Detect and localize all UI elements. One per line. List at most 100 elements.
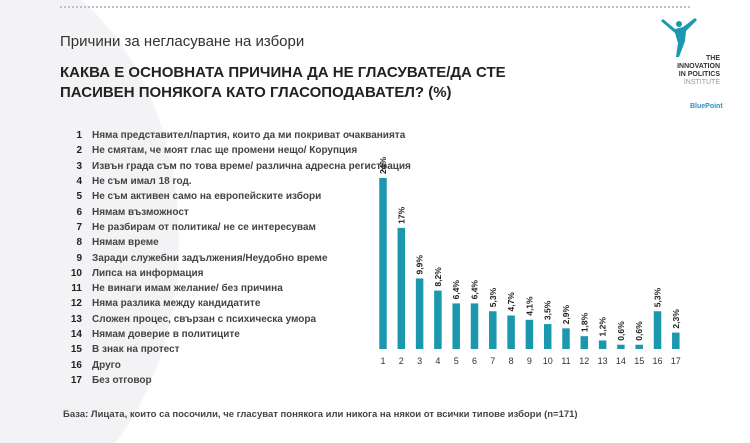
x-tick-label: 12 <box>579 356 589 366</box>
data-label: 4,1% <box>524 296 534 316</box>
legend-number: 9 <box>76 252 82 264</box>
x-tick-label: 10 <box>543 356 553 366</box>
innovation-politics-logo <box>661 18 697 57</box>
legend-item: 2 Не смятам, че моят глас ще промени нещо… <box>60 143 360 158</box>
bar <box>562 328 570 349</box>
legend-number: 14 <box>70 329 82 340</box>
legend-item: 11 Не винаги имам желание/ без причина <box>60 281 360 296</box>
legend-item: 15 В знак на протест <box>60 342 360 357</box>
data-label: 5,3% <box>488 287 498 307</box>
x-tick-label: 14 <box>616 356 626 366</box>
x-tick-label: 8 <box>509 356 514 366</box>
bar <box>672 332 680 349</box>
legend-item: 16 Друго <box>60 357 360 372</box>
legend-label: Не съм активен само на европейските избо… <box>92 191 322 203</box>
bar <box>653 311 662 349</box>
legend-number: 1 <box>76 130 82 142</box>
page-subtitle: Причини за негласуване на избори <box>60 33 305 50</box>
legend-number: 11 <box>71 283 82 295</box>
legend-label: Без отговор <box>92 374 152 386</box>
legend-label: Липса на информация <box>92 267 204 279</box>
data-label: 3,5% <box>543 300 553 320</box>
legend-item: 8 Нямам време <box>60 235 360 250</box>
bluepoint-logo: BluePoint <box>690 103 723 110</box>
bar <box>580 336 589 349</box>
x-tick-label: 1 <box>380 356 385 366</box>
chart-title: КАКВА Е ОСНОВНАТА ПРИЧИНА ДА НЕ ГЛАСУВАТ… <box>60 64 506 101</box>
legend-number: 8 <box>76 237 82 249</box>
legend-item: 6 Нямам възможност <box>60 204 360 219</box>
bar <box>415 278 424 349</box>
x-tick-label: 17 <box>671 356 681 366</box>
legend-number: 17 <box>70 374 82 386</box>
x-tick-label: 9 <box>527 356 532 366</box>
x-tick-label: 3 <box>417 356 422 366</box>
data-label: 4,7% <box>506 292 516 312</box>
legend-number: 13 <box>70 313 82 325</box>
x-tick-label: 16 <box>652 356 662 366</box>
x-tick-label: 7 <box>490 356 495 366</box>
bar <box>635 344 643 349</box>
legend-label: Извън града съм по това време/ различна … <box>92 160 411 172</box>
logo-line: INNOVATION <box>677 63 720 70</box>
legend-item: 4 Не съм имал 18 год. <box>60 174 360 189</box>
legend-number: 5 <box>76 191 82 203</box>
legend-item: 17 Без отговор <box>60 373 360 388</box>
legend-number: 4 <box>76 176 82 188</box>
legend-number: 6 <box>76 206 82 218</box>
legend-item: 13 Сложен процес, свързан с психическа ум… <box>60 312 360 327</box>
bar <box>617 344 625 349</box>
data-label: 24% <box>378 157 388 174</box>
category-legend: 1 Няма представител/партия, които да ми п… <box>60 128 411 388</box>
logo-text: THE INNOVATION IN POLITICS INSTITUTE <box>665 55 720 87</box>
legend-item: 5 Не съм активен само на европейските изб… <box>60 189 360 204</box>
bar <box>452 303 460 349</box>
legend-item: 12 Няма разлика между кандидатите <box>60 296 360 311</box>
bar <box>379 178 387 349</box>
legend-number: 16 <box>70 359 82 371</box>
legend-label: Не винаги имам желание/ без причина <box>92 283 283 295</box>
legend-label: Няма представител/партия, които да ми по… <box>92 130 406 142</box>
x-tick-label: 13 <box>598 356 608 366</box>
legend-number: 10 <box>70 267 82 279</box>
bar <box>397 227 406 349</box>
logo-line: THE <box>706 55 720 62</box>
logo-line: INSTITUTE <box>683 79 720 86</box>
bar-chart: 24% 1 17% 2 9,9% 3 8,2% 4 6,4% 5 6,4% 6 5,3% 7 4,7% 8 4,… <box>378 157 681 366</box>
legend-number: 3 <box>76 160 82 172</box>
data-label: 6,4% <box>451 280 461 300</box>
x-tick-label: 11 <box>561 356 570 366</box>
legend-label: Няма разлика между кандидатите <box>92 298 261 310</box>
base-note: База: Лицата, които са посочили, че глас… <box>63 409 578 420</box>
bar <box>489 311 497 349</box>
data-label: 1,2% <box>598 317 608 337</box>
legend-number: 12 <box>70 298 82 310</box>
logo-line: IN POLITICS <box>678 71 720 78</box>
legend-label: Не смятам, че моят глас ще промени нещо/… <box>92 145 358 157</box>
bar <box>543 324 552 349</box>
legend-label: Друго <box>92 359 121 371</box>
legend-label: Нямам време <box>92 237 159 249</box>
legend-number: 15 <box>70 344 82 356</box>
x-tick-label: 2 <box>399 356 404 366</box>
legend-label: Не разбирам от политика/ не се интересув… <box>92 221 316 233</box>
data-label: 17% <box>396 206 406 223</box>
bar <box>507 315 515 349</box>
legend-label: Сложен процес, свързан с психическа умор… <box>92 313 317 325</box>
legend-label: Нямам доверие в политиците <box>92 329 240 340</box>
data-label: 6,4% <box>470 280 480 300</box>
data-label: 5,3% <box>653 287 663 307</box>
legend-label: В знак на протест <box>92 344 180 356</box>
x-tick-label: 5 <box>454 356 459 366</box>
x-tick-label: 4 <box>435 356 440 366</box>
data-label: 2,3% <box>671 309 681 329</box>
bar <box>470 303 479 349</box>
data-label: 1,8% <box>579 312 589 332</box>
legend-label: Не съм имал 18 год. <box>92 176 192 188</box>
legend-item: 7 Не разбирам от политика/ не се интересу… <box>60 220 360 235</box>
bar <box>525 319 534 349</box>
legend-item: 9 Заради служебни задължения/Неудобно вре… <box>60 250 360 265</box>
legend-item: 3 Извън града съм по това време/ различна… <box>60 159 410 174</box>
legend-item: 1 Няма представител/партия, които да ми п… <box>60 128 405 143</box>
dotted-divider <box>60 6 690 8</box>
